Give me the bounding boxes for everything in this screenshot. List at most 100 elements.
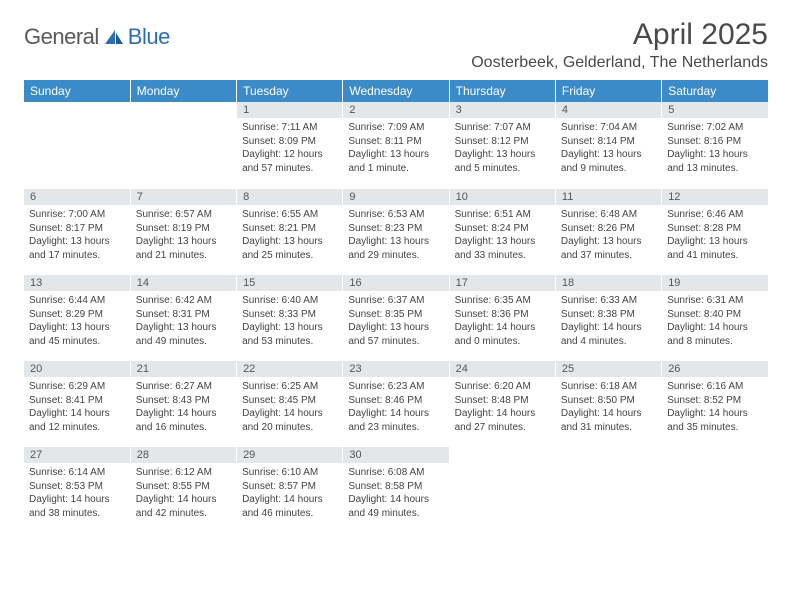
calendar-day-cell: 7Sunrise: 6:57 AMSunset: 8:19 PMDaylight… — [130, 188, 236, 274]
location: Oosterbeek, Gelderland, The Netherlands — [471, 54, 768, 72]
calendar-week-row: 1Sunrise: 7:11 AMSunset: 8:09 PMDaylight… — [24, 102, 768, 188]
calendar-day-cell: 14Sunrise: 6:42 AMSunset: 8:31 PMDayligh… — [130, 274, 236, 360]
logo: General Blue — [24, 18, 170, 50]
calendar-week-row: 20Sunrise: 6:29 AMSunset: 8:41 PMDayligh… — [24, 360, 768, 446]
calendar-empty-cell — [555, 446, 661, 532]
day-details: Sunrise: 6:33 AMSunset: 8:38 PMDaylight:… — [556, 291, 661, 350]
calendar-day-cell: 23Sunrise: 6:23 AMSunset: 8:46 PMDayligh… — [343, 360, 449, 446]
day-number: 16 — [343, 275, 448, 291]
calendar-empty-cell — [130, 102, 236, 188]
day-details: Sunrise: 7:00 AMSunset: 8:17 PMDaylight:… — [24, 205, 130, 264]
day-details: Sunrise: 6:20 AMSunset: 8:48 PMDaylight:… — [450, 377, 555, 436]
day-details: Sunrise: 6:23 AMSunset: 8:46 PMDaylight:… — [343, 377, 448, 436]
day-details: Sunrise: 6:14 AMSunset: 8:53 PMDaylight:… — [24, 463, 130, 522]
day-number: 17 — [450, 275, 555, 291]
day-number: 27 — [24, 447, 130, 463]
calendar-day-cell: 25Sunrise: 6:18 AMSunset: 8:50 PMDayligh… — [555, 360, 661, 446]
logo-text-blue: Blue — [128, 24, 170, 50]
day-number: 4 — [556, 102, 661, 118]
day-details: Sunrise: 7:04 AMSunset: 8:14 PMDaylight:… — [556, 118, 661, 177]
calendar-day-cell: 18Sunrise: 6:33 AMSunset: 8:38 PMDayligh… — [555, 274, 661, 360]
calendar-day-cell: 12Sunrise: 6:46 AMSunset: 8:28 PMDayligh… — [662, 188, 768, 274]
day-number: 30 — [343, 447, 448, 463]
day-number: 13 — [24, 275, 130, 291]
calendar-day-cell: 8Sunrise: 6:55 AMSunset: 8:21 PMDaylight… — [237, 188, 343, 274]
day-details: Sunrise: 6:27 AMSunset: 8:43 PMDaylight:… — [131, 377, 236, 436]
day-details: Sunrise: 6:25 AMSunset: 8:45 PMDaylight:… — [237, 377, 342, 436]
day-details: Sunrise: 6:18 AMSunset: 8:50 PMDaylight:… — [556, 377, 661, 436]
day-details: Sunrise: 6:29 AMSunset: 8:41 PMDaylight:… — [24, 377, 130, 436]
day-number: 5 — [662, 102, 768, 118]
day-details: Sunrise: 7:02 AMSunset: 8:16 PMDaylight:… — [662, 118, 768, 177]
day-details: Sunrise: 6:08 AMSunset: 8:58 PMDaylight:… — [343, 463, 448, 522]
day-number: 23 — [343, 361, 448, 377]
day-details: Sunrise: 6:10 AMSunset: 8:57 PMDaylight:… — [237, 463, 342, 522]
calendar-page: General Blue April 2025 Oosterbeek, Geld… — [0, 0, 792, 533]
logo-text-gray: General — [24, 24, 99, 50]
day-details: Sunrise: 6:53 AMSunset: 8:23 PMDaylight:… — [343, 205, 448, 264]
calendar-day-cell: 28Sunrise: 6:12 AMSunset: 8:55 PMDayligh… — [130, 446, 236, 532]
calendar-empty-cell — [662, 446, 768, 532]
calendar-day-cell: 19Sunrise: 6:31 AMSunset: 8:40 PMDayligh… — [662, 274, 768, 360]
weekday-header: Friday — [555, 80, 661, 102]
day-details: Sunrise: 7:11 AMSunset: 8:09 PMDaylight:… — [237, 118, 342, 177]
weekday-header: Thursday — [449, 80, 555, 102]
calendar-day-cell: 30Sunrise: 6:08 AMSunset: 8:58 PMDayligh… — [343, 446, 449, 532]
day-number: 28 — [131, 447, 236, 463]
day-details: Sunrise: 6:57 AMSunset: 8:19 PMDaylight:… — [131, 205, 236, 264]
day-details: Sunrise: 6:31 AMSunset: 8:40 PMDaylight:… — [662, 291, 768, 350]
day-number: 7 — [131, 189, 236, 205]
calendar-day-cell: 1Sunrise: 7:11 AMSunset: 8:09 PMDaylight… — [237, 102, 343, 188]
day-details: Sunrise: 6:42 AMSunset: 8:31 PMDaylight:… — [131, 291, 236, 350]
calendar-day-cell: 2Sunrise: 7:09 AMSunset: 8:11 PMDaylight… — [343, 102, 449, 188]
day-number: 15 — [237, 275, 342, 291]
day-number: 9 — [343, 189, 448, 205]
day-number: 8 — [237, 189, 342, 205]
day-details: Sunrise: 6:37 AMSunset: 8:35 PMDaylight:… — [343, 291, 448, 350]
header: General Blue April 2025 Oosterbeek, Geld… — [24, 18, 768, 72]
day-number: 14 — [131, 275, 236, 291]
day-number: 26 — [662, 361, 768, 377]
calendar-day-cell: 16Sunrise: 6:37 AMSunset: 8:35 PMDayligh… — [343, 274, 449, 360]
day-details: Sunrise: 6:48 AMSunset: 8:26 PMDaylight:… — [556, 205, 661, 264]
day-number: 11 — [556, 189, 661, 205]
day-number: 24 — [450, 361, 555, 377]
day-details: Sunrise: 6:35 AMSunset: 8:36 PMDaylight:… — [450, 291, 555, 350]
calendar-day-cell: 9Sunrise: 6:53 AMSunset: 8:23 PMDaylight… — [343, 188, 449, 274]
calendar-day-cell: 5Sunrise: 7:02 AMSunset: 8:16 PMDaylight… — [662, 102, 768, 188]
day-number: 6 — [24, 189, 130, 205]
day-number: 10 — [450, 189, 555, 205]
day-details: Sunrise: 6:16 AMSunset: 8:52 PMDaylight:… — [662, 377, 768, 436]
calendar-day-cell: 10Sunrise: 6:51 AMSunset: 8:24 PMDayligh… — [449, 188, 555, 274]
day-number: 20 — [24, 361, 130, 377]
day-details: Sunrise: 6:12 AMSunset: 8:55 PMDaylight:… — [131, 463, 236, 522]
calendar-day-cell: 13Sunrise: 6:44 AMSunset: 8:29 PMDayligh… — [24, 274, 130, 360]
calendar-grid: SundayMondayTuesdayWednesdayThursdayFrid… — [24, 80, 768, 533]
calendar-day-cell: 20Sunrise: 6:29 AMSunset: 8:41 PMDayligh… — [24, 360, 130, 446]
month-title: April 2025 — [471, 18, 768, 52]
calendar-day-cell: 15Sunrise: 6:40 AMSunset: 8:33 PMDayligh… — [237, 274, 343, 360]
calendar-day-cell: 27Sunrise: 6:14 AMSunset: 8:53 PMDayligh… — [24, 446, 130, 532]
calendar-day-cell: 6Sunrise: 7:00 AMSunset: 8:17 PMDaylight… — [24, 188, 130, 274]
day-details: Sunrise: 6:51 AMSunset: 8:24 PMDaylight:… — [450, 205, 555, 264]
day-number: 19 — [662, 275, 768, 291]
weekday-header: Tuesday — [237, 80, 343, 102]
calendar-empty-cell — [24, 102, 130, 188]
title-block: April 2025 Oosterbeek, Gelderland, The N… — [471, 18, 768, 72]
calendar-day-cell: 4Sunrise: 7:04 AMSunset: 8:14 PMDaylight… — [555, 102, 661, 188]
calendar-day-cell: 3Sunrise: 7:07 AMSunset: 8:12 PMDaylight… — [449, 102, 555, 188]
calendar-day-cell: 26Sunrise: 6:16 AMSunset: 8:52 PMDayligh… — [662, 360, 768, 446]
weekday-header: Saturday — [662, 80, 768, 102]
calendar-day-cell: 22Sunrise: 6:25 AMSunset: 8:45 PMDayligh… — [237, 360, 343, 446]
calendar-day-cell: 24Sunrise: 6:20 AMSunset: 8:48 PMDayligh… — [449, 360, 555, 446]
day-details: Sunrise: 7:09 AMSunset: 8:11 PMDaylight:… — [343, 118, 448, 177]
day-number: 29 — [237, 447, 342, 463]
day-number: 21 — [131, 361, 236, 377]
day-number: 2 — [343, 102, 448, 118]
day-number: 3 — [450, 102, 555, 118]
weekday-header: Monday — [130, 80, 236, 102]
logo-sail-icon — [103, 28, 125, 46]
day-details: Sunrise: 6:40 AMSunset: 8:33 PMDaylight:… — [237, 291, 342, 350]
day-number: 12 — [662, 189, 768, 205]
calendar-week-row: 6Sunrise: 7:00 AMSunset: 8:17 PMDaylight… — [24, 188, 768, 274]
